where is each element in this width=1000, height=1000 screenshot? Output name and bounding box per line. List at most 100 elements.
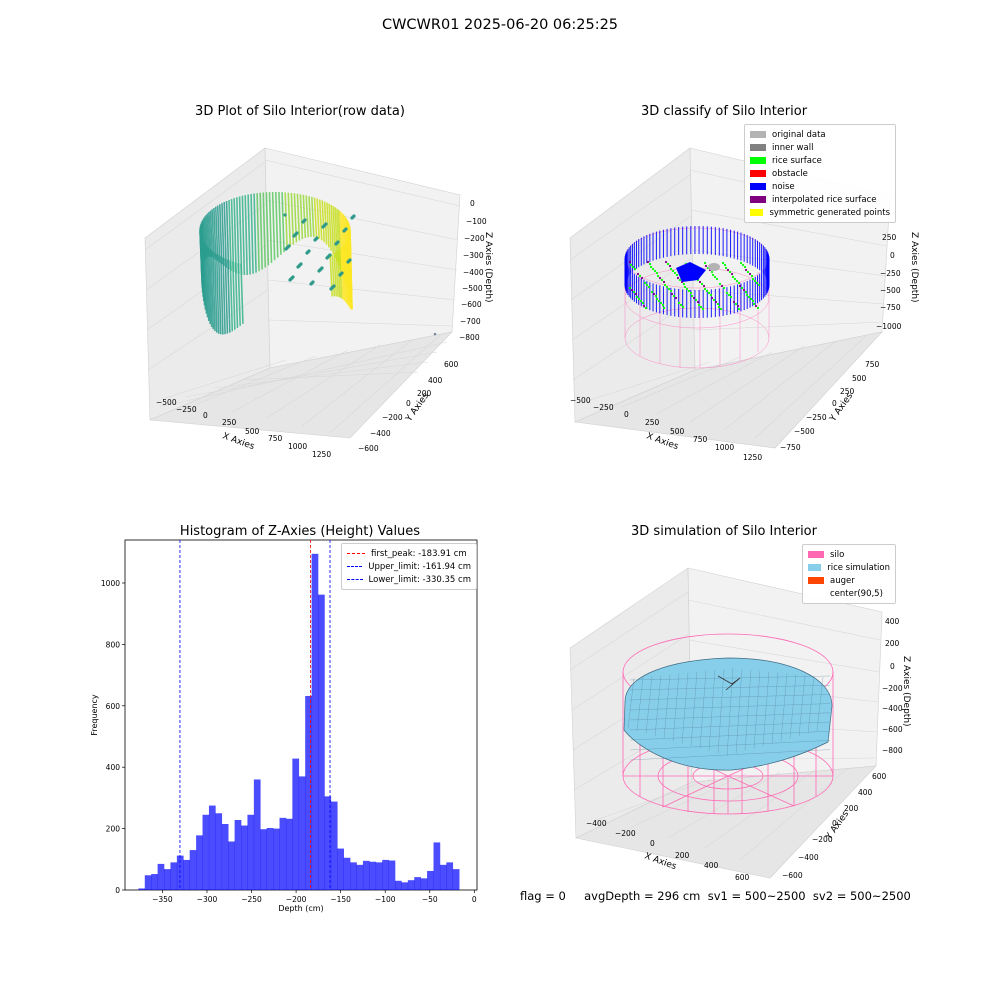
point-cloud-point: [283, 213, 287, 217]
point-cloud-streak: [250, 193, 254, 274]
point-cloud-streak: [333, 253, 338, 297]
legend-line: [347, 566, 363, 567]
rice-mesh-line: [708, 669, 716, 752]
histogram-bar: [189, 850, 197, 890]
histogram-bar: [279, 817, 287, 890]
classified-point: [744, 268, 748, 272]
p1-ytick: −400: [370, 429, 391, 438]
original-data-cluster: [708, 263, 720, 271]
point-cloud-streak: [220, 256, 224, 335]
point-cloud-streak: [305, 195, 310, 238]
classified-point: [745, 293, 749, 297]
legend-entry-center: center(90,5): [808, 587, 890, 600]
point-cloud-streak: [210, 250, 215, 330]
point-cloud-point: [292, 234, 296, 238]
rice-mesh-line: [789, 674, 797, 739]
rice-mesh-line: [780, 673, 788, 742]
histogram-bar: [234, 820, 242, 890]
panel3-histogram: −350 −300 −250 −200 −150 −100 −50 0 0 200 400 600 8…: [90, 539, 478, 913]
classified-point: [714, 300, 718, 304]
classified-point: [731, 275, 735, 279]
histogram-bar: [330, 801, 338, 890]
p4-ztick: −600: [882, 725, 903, 734]
p4-ytick: 0: [832, 819, 837, 828]
classified-point: [683, 285, 687, 289]
classified-point: [732, 300, 736, 304]
rice-mesh-line: [645, 676, 653, 734]
point-cloud-streak: [344, 243, 348, 304]
classified-point: [744, 290, 748, 294]
classified-point: [750, 274, 754, 278]
classified-point: [742, 288, 746, 292]
legend-swatch: [750, 144, 766, 151]
point-cloud-streak: [214, 206, 219, 262]
histogram-bar: [324, 796, 332, 890]
classified-point: [647, 285, 651, 289]
histogram-bar: [196, 835, 203, 890]
point-cloud-streak: [224, 258, 229, 334]
p4-xtick: −200: [615, 829, 636, 838]
histogram-bar: [439, 864, 447, 890]
point-cloud-streak: [212, 251, 216, 332]
point-cloud-streak: [213, 252, 218, 333]
p1-ytick: −200: [382, 413, 403, 422]
rice-mesh-line: [771, 672, 779, 744]
histogram-xtick-label: −200: [286, 895, 307, 904]
classified-point: [697, 303, 701, 307]
histogram-bar: [138, 888, 146, 890]
histogram-ytick-label: 400: [106, 763, 121, 772]
classified-point: [696, 300, 700, 304]
point-cloud-streak: [316, 198, 320, 239]
point-cloud-streak: [256, 193, 260, 272]
legend-entry-auger: auger: [808, 574, 890, 587]
histogram-ytick-label: 200: [106, 825, 121, 834]
point-cloud-streak: [302, 194, 307, 238]
rice-mesh-line: [629, 749, 831, 761]
point-cloud-streak: [218, 204, 223, 265]
classified-point: [646, 260, 650, 264]
rice-mesh-line: [629, 712, 831, 721]
rice-mesh-line: [629, 703, 831, 711]
classified-point: [681, 305, 685, 309]
legend-swatch: [750, 157, 766, 164]
classified-point: [703, 287, 707, 291]
classified-point: [656, 274, 660, 278]
histogram-bar: [356, 864, 364, 890]
point-cloud-point: [321, 225, 325, 229]
classified-point: [687, 289, 691, 293]
point-cloud-streak: [222, 257, 226, 335]
classified-point: [722, 286, 726, 290]
p2-ytick: 500: [852, 374, 867, 383]
histogram-bar: [343, 857, 351, 890]
legend-line: [347, 553, 365, 554]
panel4-3d-plot: −400 −200 0 200 400 600 600 400 200 0 −2…: [569, 567, 911, 882]
classified-point: [632, 290, 636, 294]
legend-entry-symmetric: symmetric generated points: [750, 206, 890, 219]
point-cloud-streak: [221, 203, 225, 267]
classified-point: [641, 301, 645, 305]
histogram-xtick-label: −50: [422, 895, 438, 904]
point-cloud-streak: [299, 194, 304, 240]
classified-point: [679, 303, 683, 307]
point-cloud-streak: [203, 217, 207, 259]
p4-ytick: 400: [858, 788, 873, 797]
point-cloud-streak: [313, 197, 318, 238]
histogram-bar: [241, 825, 248, 890]
rice-mesh-line: [654, 675, 662, 737]
classified-point: [749, 297, 753, 301]
legend-entry-silo: silo: [808, 548, 890, 561]
panel1-title: 3D Plot of Silo Interior(row data): [195, 104, 405, 119]
histogram-xtick-label: −250: [241, 895, 262, 904]
p2-xtick: 0: [624, 410, 629, 419]
legend-label: center(90,5): [830, 588, 883, 599]
point-cloud-streak: [330, 204, 335, 255]
classified-point: [635, 295, 639, 299]
legend-entry-first-peak: first_peak: -183.91 cm: [347, 547, 471, 560]
classified-point: [709, 293, 713, 297]
histogram-bar: [337, 848, 344, 890]
legend-label: rice simulation: [827, 562, 890, 573]
histogram-bar: [170, 862, 178, 890]
histogram-bar: [401, 882, 409, 890]
legend-entry-original-data: original data: [750, 128, 890, 141]
point-cloud-streak: [206, 245, 210, 321]
